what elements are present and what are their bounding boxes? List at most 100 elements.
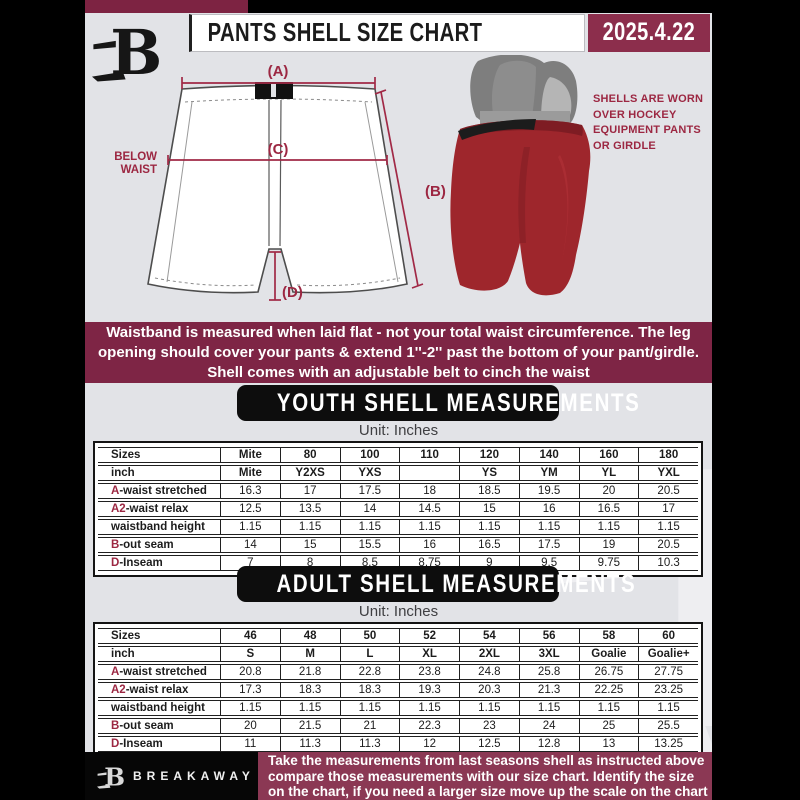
table-cell: 52 bbox=[399, 628, 459, 644]
table-cell: M bbox=[279, 646, 340, 662]
table-cell: 2XL bbox=[459, 646, 519, 662]
table-cell: 50 bbox=[339, 628, 400, 644]
row-label: A2-waist relax bbox=[98, 501, 220, 517]
table-cell: 80 bbox=[279, 447, 340, 463]
table-cell: YXL bbox=[638, 465, 698, 481]
table-row: Sizes Mite 80 100 110 120 140 160 180 bbox=[98, 447, 698, 463]
row-label-prefix: D bbox=[111, 557, 120, 569]
table-row: A-waist stretched 20.8 21.8 22.8 23.8 24.8 25.… bbox=[98, 664, 698, 680]
table-cell: 17.3 bbox=[220, 682, 280, 698]
table-cell: 1.15 bbox=[459, 519, 519, 535]
table-cell: 11.3 bbox=[279, 736, 340, 752]
info-banner: Waistband is measured when laid flat - n… bbox=[85, 322, 712, 383]
table-cell: 16 bbox=[399, 537, 459, 553]
table-cell: L bbox=[339, 646, 400, 662]
row-label-prefix: A2 bbox=[111, 503, 126, 515]
table-cell: S bbox=[220, 646, 280, 662]
table-cell: 12.5 bbox=[459, 736, 519, 752]
table-cell: 1.15 bbox=[399, 519, 459, 535]
row-label: waistband height bbox=[98, 700, 220, 716]
table-cell: 100 bbox=[339, 447, 400, 463]
table-cell: 140 bbox=[518, 447, 579, 463]
table-cell: 24 bbox=[518, 718, 579, 734]
table-cell: 16.3 bbox=[220, 483, 280, 499]
adult-unit-label: Unit: Inches bbox=[358, 603, 439, 620]
adult-section-heading: ADULT SHELL MEASUREMENTS bbox=[237, 566, 635, 602]
table-cell: 25 bbox=[578, 718, 639, 734]
side-seam-lines bbox=[166, 101, 399, 283]
table-cell: 120 bbox=[459, 447, 519, 463]
table-row: inch Mite Y2XS YXS YS YM YL YXL bbox=[98, 465, 698, 481]
row-label-prefix: A bbox=[111, 666, 120, 678]
table-cell: 1.15 bbox=[578, 700, 639, 716]
table-cell: 21 bbox=[339, 718, 400, 734]
belt-buckle-slot bbox=[271, 84, 276, 97]
banner-line: opening should cover your pants & extend… bbox=[98, 344, 699, 361]
shorts-measurement-diagram: (A) (C) (B) (D) 7'' BELOW WAIST bbox=[115, 63, 446, 301]
footer-brand-box: BREAKAWAY bbox=[85, 752, 258, 800]
table-cell: Goalie bbox=[578, 646, 639, 662]
table-cell: 18 bbox=[399, 483, 459, 499]
youth-unit-label: Unit: Inches bbox=[358, 422, 439, 439]
top-strip bbox=[85, 0, 712, 13]
shell-highlight bbox=[558, 155, 569, 265]
table-row: A2-waist relax 12.5 13.5 14 14.5 15 16 16.5 17 bbox=[98, 501, 698, 517]
footer-note-line: compare those measurements with our size… bbox=[268, 768, 695, 784]
table-cell: 15.5 bbox=[339, 537, 400, 553]
table-cell: 1.15 bbox=[459, 700, 519, 716]
row-label: D-Inseam bbox=[98, 736, 220, 752]
table-cell: 13 bbox=[578, 736, 639, 752]
table-cell: 18.3 bbox=[339, 682, 400, 698]
table-cell: 26.75 bbox=[578, 664, 639, 680]
table-row: B-out seam 14 15 15.5 16 16.5 17.5 19 20.5 bbox=[98, 537, 698, 553]
label-b: (B) bbox=[425, 183, 446, 200]
youth-section-heading: YOUTH SHELL MEASUREMENTS bbox=[237, 385, 639, 421]
table-cell: 18.3 bbox=[279, 682, 340, 698]
table-cell: 20.8 bbox=[220, 664, 280, 680]
table-cell: 18.5 bbox=[459, 483, 519, 499]
measure-line-a bbox=[181, 77, 376, 89]
table-cell: 17 bbox=[638, 501, 698, 517]
fly-lines bbox=[268, 99, 282, 247]
table-cell: 13.25 bbox=[638, 736, 698, 752]
row-label-prefix: D bbox=[111, 738, 120, 750]
below-waist-note-line1: 7'' BELOW bbox=[115, 151, 157, 163]
side-note-line: SHELLS ARE WORN bbox=[593, 93, 704, 105]
row-label-prefix: B bbox=[111, 720, 120, 732]
brand-wordmark: BREAKAWAY bbox=[133, 769, 255, 783]
table-cell: 16 bbox=[518, 501, 579, 517]
row-label: Sizes bbox=[98, 628, 220, 644]
table-cell: 1.15 bbox=[339, 519, 400, 535]
footer-logo-icon bbox=[97, 762, 125, 790]
below-waist-note-line2: WAIST bbox=[121, 164, 157, 176]
table-cell: 20.3 bbox=[459, 682, 519, 698]
table-cell: 56 bbox=[518, 628, 579, 644]
side-note-line: EQUIPMENT PANTS bbox=[593, 124, 701, 136]
table-cell: 20 bbox=[220, 718, 280, 734]
table-row: Sizes 46 48 50 52 54 56 58 60 bbox=[98, 628, 698, 644]
table-cell: 13.5 bbox=[279, 501, 340, 517]
table-cell: 14 bbox=[339, 501, 400, 517]
table-cell: 23.8 bbox=[399, 664, 459, 680]
table-row: A-waist stretched 16.3 17 17.5 18 18.5 19.5 20 2… bbox=[98, 483, 698, 499]
table-cell: 180 bbox=[638, 447, 698, 463]
table-cell: YS bbox=[459, 465, 519, 481]
table-cell: 16.5 bbox=[459, 537, 519, 553]
table-cell: 19.5 bbox=[518, 483, 579, 499]
table-cell: 1.15 bbox=[638, 519, 698, 535]
table-cell: 20.5 bbox=[638, 483, 698, 499]
banner-line: Waistband is measured when laid flat - n… bbox=[106, 324, 691, 341]
footer-note-line: Take the measurements from last seasons … bbox=[268, 753, 705, 768]
row-label: B-out seam bbox=[98, 537, 220, 553]
table-cell: 19.3 bbox=[399, 682, 459, 698]
table-cell: 25.8 bbox=[518, 664, 579, 680]
table-cell: 17 bbox=[279, 483, 340, 499]
size-chart-page: PANTS SHELL SIZE CHART 2025.4.22 (A) bbox=[85, 0, 712, 800]
table-cell: 12 bbox=[399, 736, 459, 752]
table-cell: 21.5 bbox=[279, 718, 340, 734]
table-cell: 1.15 bbox=[279, 519, 340, 535]
table-cell: 23 bbox=[459, 718, 519, 734]
girdle-front bbox=[492, 60, 536, 119]
table-cell: 22.3 bbox=[399, 718, 459, 734]
page-title: PANTS SHELL SIZE CHART bbox=[189, 14, 585, 52]
